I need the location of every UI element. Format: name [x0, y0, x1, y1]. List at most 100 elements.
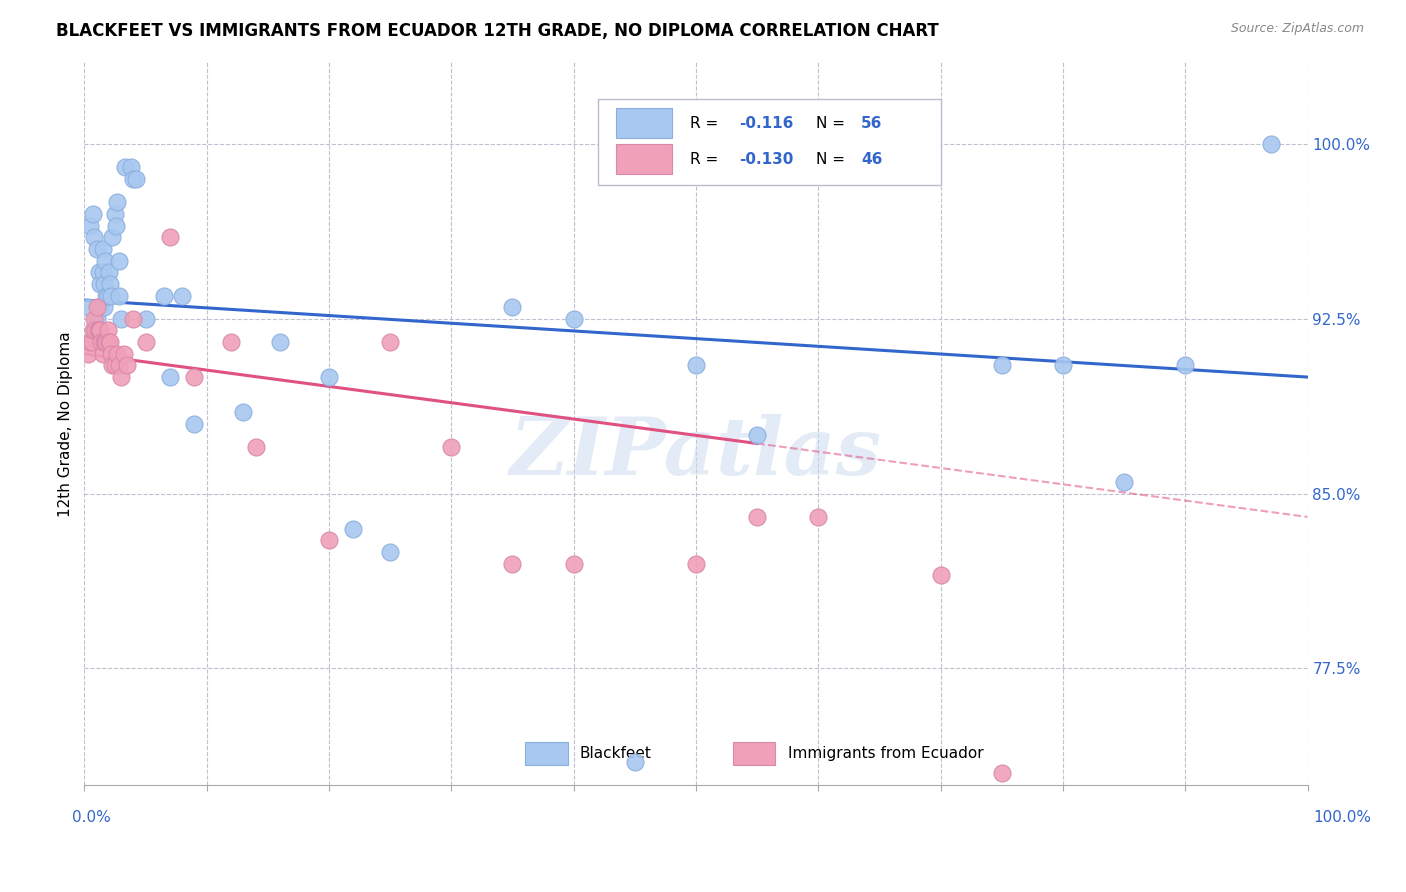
- Point: [747, 510, 769, 524]
- Point: [380, 545, 402, 559]
- Point: [929, 568, 952, 582]
- Point: [97, 323, 120, 337]
- Point: [747, 428, 769, 442]
- Point: [685, 359, 707, 373]
- Point: [82, 323, 104, 337]
- Point: [380, 335, 402, 350]
- Point: [991, 766, 1014, 780]
- Y-axis label: 12th Grade, No Diploma: 12th Grade, No Diploma: [58, 331, 73, 516]
- Point: [87, 323, 110, 337]
- Point: [94, 335, 117, 350]
- Text: 100.0%: 100.0%: [1313, 810, 1372, 825]
- Point: [219, 335, 242, 350]
- Point: [318, 370, 340, 384]
- Point: [153, 288, 176, 302]
- Point: [685, 557, 707, 571]
- Text: 56: 56: [860, 116, 883, 130]
- Text: N =: N =: [815, 116, 849, 130]
- Point: [91, 242, 114, 256]
- Point: [100, 288, 122, 302]
- Point: [991, 359, 1014, 373]
- Point: [112, 347, 135, 361]
- Point: [97, 335, 120, 350]
- Text: -0.116: -0.116: [738, 116, 793, 130]
- Point: [89, 277, 111, 291]
- Point: [83, 230, 105, 244]
- Point: [269, 335, 291, 350]
- Point: [172, 288, 194, 302]
- Point: [104, 359, 127, 373]
- Text: BLACKFEET VS IMMIGRANTS FROM ECUADOR 12TH GRADE, NO DIPLOMA CORRELATION CHART: BLACKFEET VS IMMIGRANTS FROM ECUADOR 12T…: [56, 22, 939, 40]
- Point: [86, 311, 108, 326]
- Point: [96, 288, 118, 302]
- Point: [93, 300, 115, 314]
- Point: [79, 335, 101, 350]
- Point: [105, 219, 128, 233]
- Point: [104, 207, 127, 221]
- Point: [84, 323, 107, 337]
- Point: [183, 370, 205, 384]
- Point: [159, 370, 181, 384]
- Point: [125, 172, 148, 186]
- Point: [89, 323, 111, 337]
- Point: [101, 230, 124, 244]
- Point: [440, 440, 463, 454]
- Point: [97, 265, 120, 279]
- Point: [318, 533, 340, 548]
- Point: [115, 359, 138, 373]
- Point: [93, 277, 115, 291]
- Point: [114, 161, 136, 175]
- Point: [98, 277, 121, 291]
- Text: N =: N =: [815, 152, 849, 167]
- Point: [122, 311, 145, 326]
- Point: [90, 335, 112, 350]
- Point: [87, 323, 110, 337]
- Point: [87, 265, 110, 279]
- Point: [107, 288, 129, 302]
- Point: [183, 417, 205, 431]
- Point: [562, 311, 585, 326]
- Point: [245, 440, 267, 454]
- Point: [1052, 359, 1074, 373]
- Text: 46: 46: [860, 152, 883, 167]
- Text: 0.0%: 0.0%: [72, 810, 111, 825]
- Point: [107, 253, 129, 268]
- Text: R =: R =: [690, 152, 723, 167]
- Point: [1260, 136, 1282, 151]
- Point: [502, 557, 524, 571]
- Text: Source: ZipAtlas.com: Source: ZipAtlas.com: [1230, 22, 1364, 36]
- FancyBboxPatch shape: [733, 741, 776, 764]
- FancyBboxPatch shape: [524, 741, 568, 764]
- Point: [93, 335, 115, 350]
- Point: [562, 557, 585, 571]
- Point: [107, 359, 129, 373]
- Point: [502, 300, 524, 314]
- Point: [77, 347, 100, 361]
- Point: [89, 300, 111, 314]
- Text: Blackfeet: Blackfeet: [579, 746, 651, 761]
- Point: [105, 195, 128, 210]
- FancyBboxPatch shape: [616, 145, 672, 175]
- Text: -0.130: -0.130: [738, 152, 793, 167]
- Point: [91, 265, 114, 279]
- Point: [91, 347, 114, 361]
- Point: [105, 347, 128, 361]
- Point: [77, 300, 100, 314]
- Text: R =: R =: [690, 116, 723, 130]
- Point: [1174, 359, 1197, 373]
- Point: [79, 219, 101, 233]
- Point: [86, 242, 108, 256]
- Point: [159, 230, 181, 244]
- Point: [80, 335, 103, 350]
- Point: [98, 335, 121, 350]
- Point: [807, 510, 830, 524]
- FancyBboxPatch shape: [616, 108, 672, 138]
- Point: [342, 522, 364, 536]
- Text: ZIPatlas: ZIPatlas: [510, 414, 882, 491]
- Point: [110, 370, 132, 384]
- Point: [101, 359, 124, 373]
- Point: [120, 161, 142, 175]
- Point: [96, 335, 118, 350]
- Point: [135, 335, 157, 350]
- Point: [1114, 475, 1136, 489]
